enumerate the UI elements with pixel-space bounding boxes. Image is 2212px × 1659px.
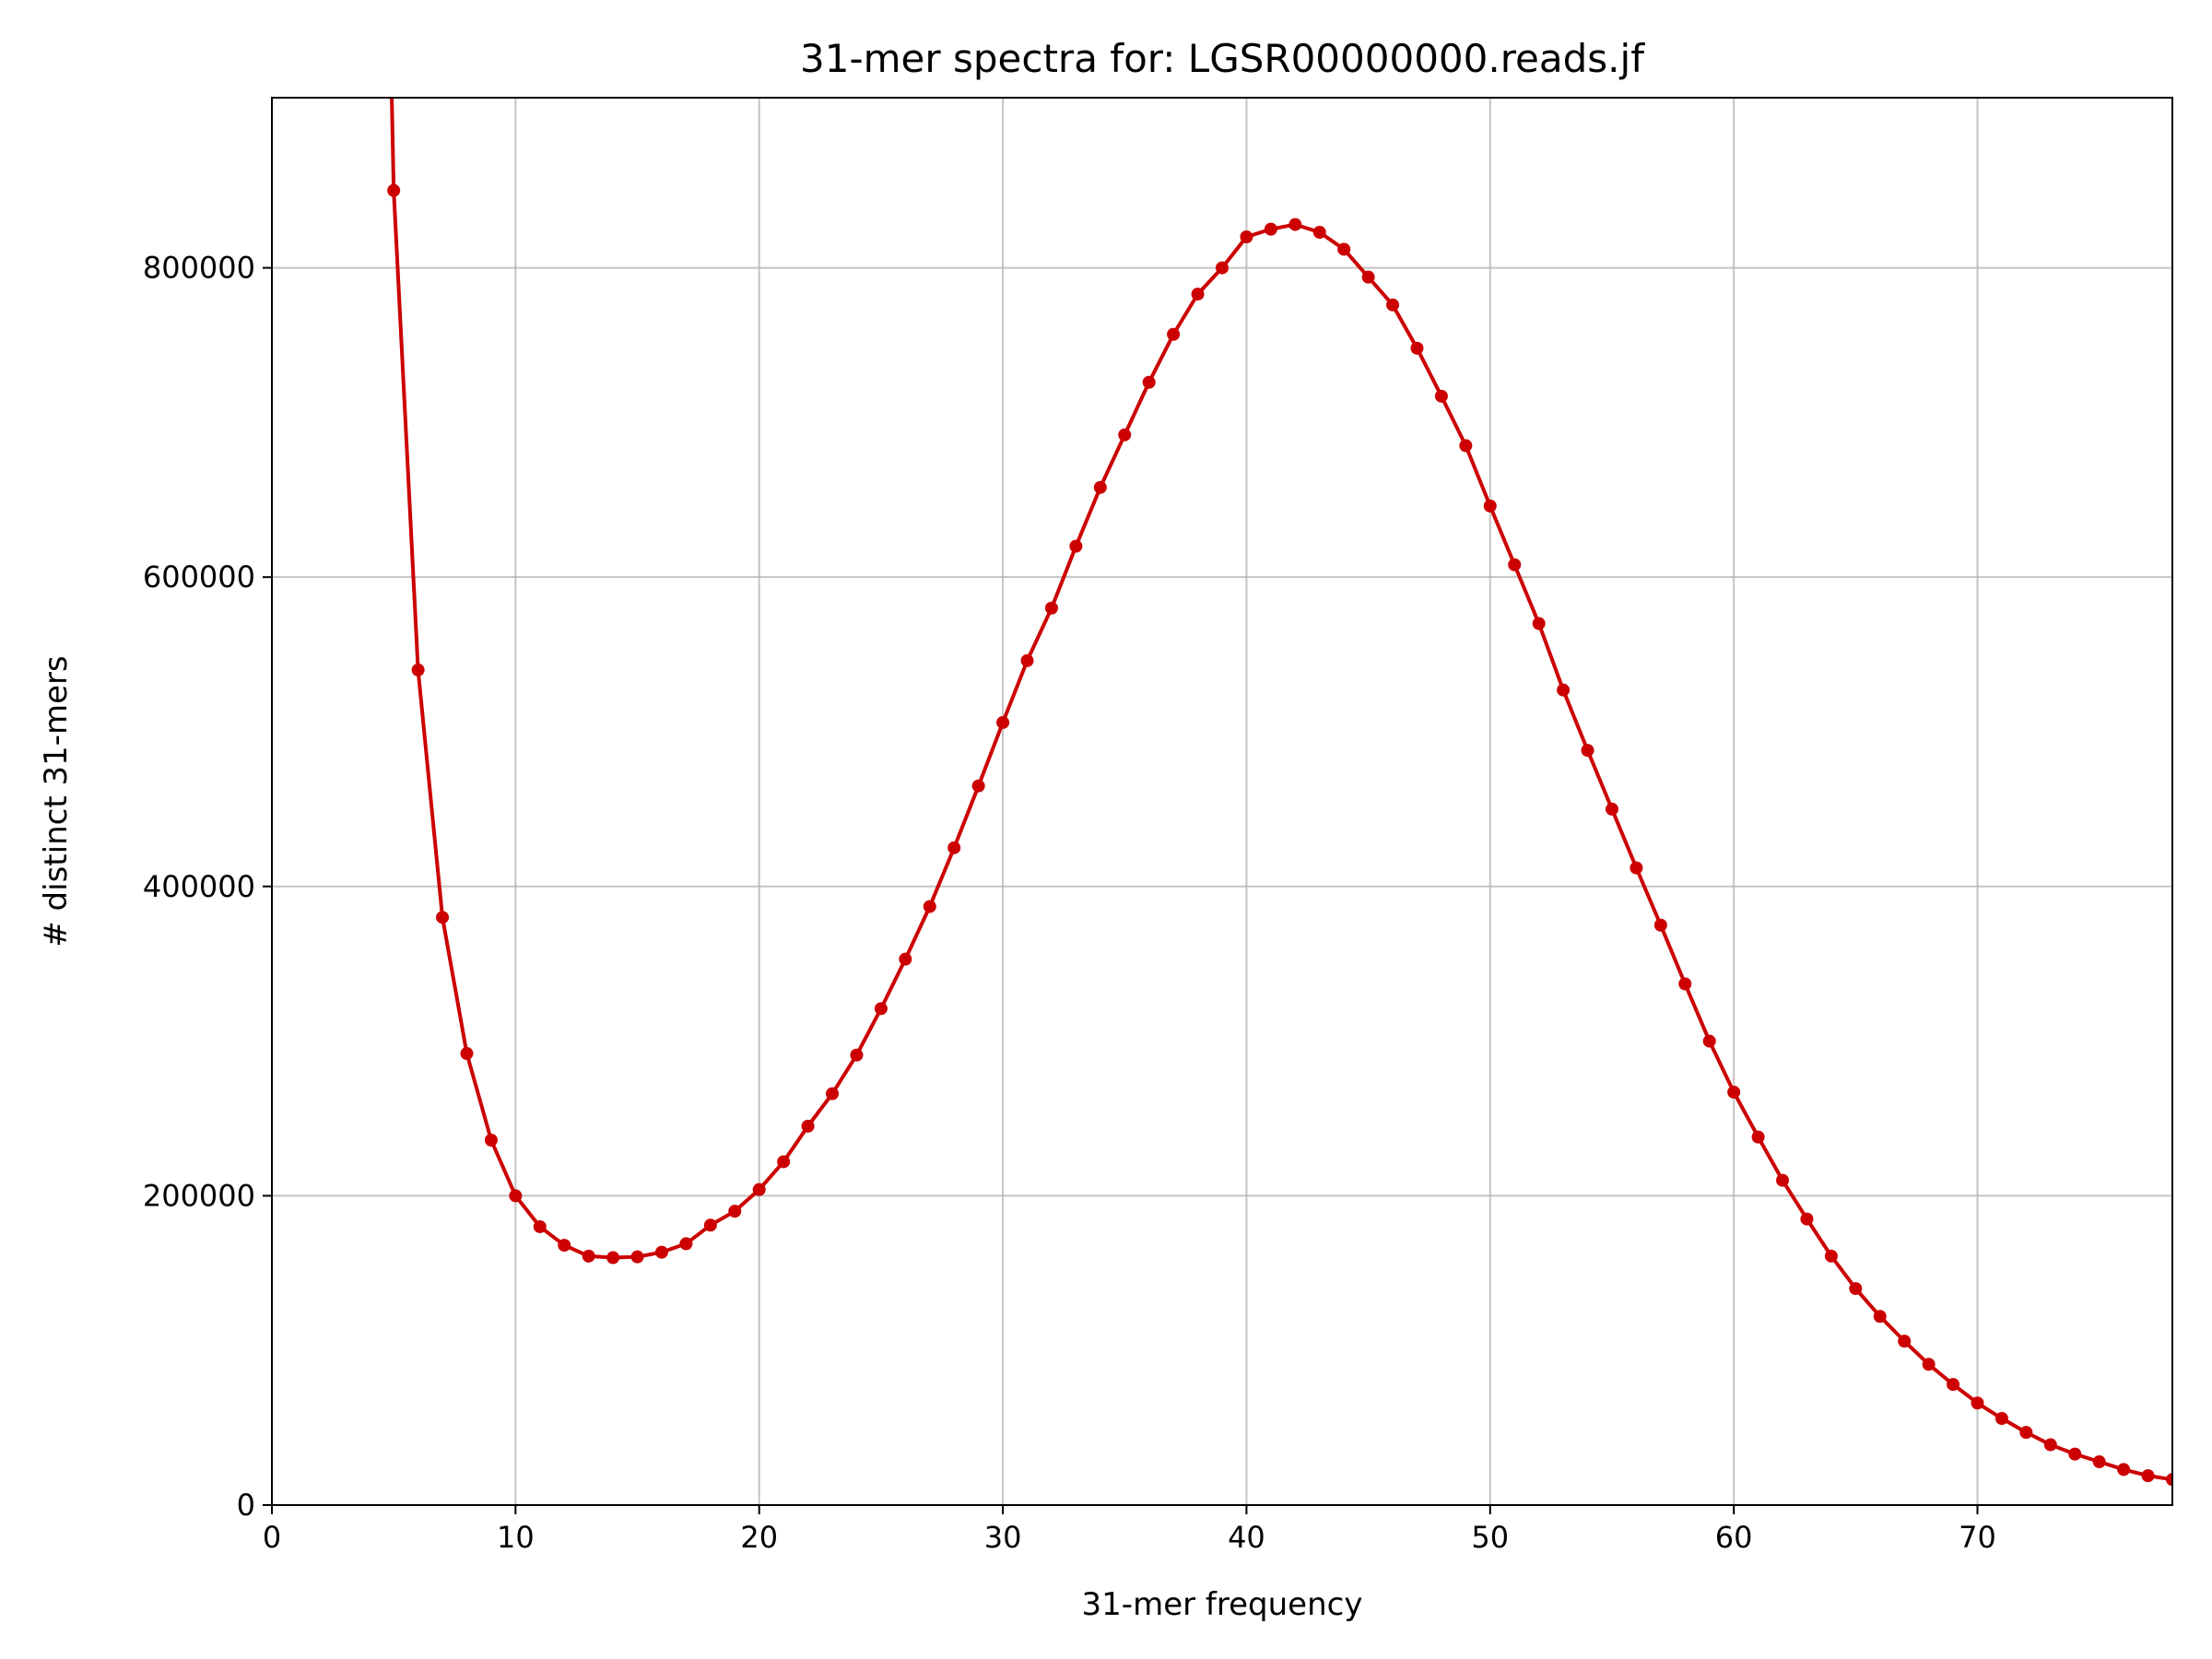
data-point: [1434, 389, 1448, 403]
data-point: [436, 911, 450, 924]
data-point: [2092, 1455, 2106, 1469]
data-point: [777, 1155, 791, 1169]
data-point: [1702, 1034, 1716, 1048]
x-tick-label: 40: [1228, 1520, 1265, 1555]
x-tick-label: 20: [740, 1520, 778, 1555]
y-tick-label: 200000: [143, 1178, 255, 1213]
data-point: [1044, 601, 1058, 615]
data-point: [1605, 802, 1618, 816]
x-axis-label: 31-mer frequency: [1082, 1586, 1363, 1623]
data-point: [411, 663, 425, 677]
data-point: [606, 1251, 620, 1265]
data-point: [2068, 1447, 2082, 1461]
data-point: [1849, 1282, 1863, 1296]
data-point: [1459, 439, 1473, 453]
y-tick-label: 400000: [143, 869, 255, 904]
data-point: [1947, 1378, 1960, 1392]
data-point: [1264, 222, 1277, 236]
data-point: [1020, 653, 1034, 667]
data-point: [1312, 225, 1326, 239]
data-point: [1873, 1310, 1887, 1324]
data-point: [1800, 1212, 1814, 1226]
data-point: [630, 1250, 644, 1264]
data-point: [1994, 1412, 2008, 1426]
data-point: [558, 1239, 571, 1253]
data-point: [1971, 1396, 1984, 1410]
data-point: [801, 1119, 815, 1133]
data-point: [1142, 375, 1156, 389]
data-point: [1410, 341, 1424, 355]
y-tick-label: 600000: [143, 559, 255, 594]
data-point: [728, 1205, 742, 1218]
data-point: [947, 841, 961, 854]
data-point: [1653, 918, 1667, 932]
data-point: [484, 1133, 498, 1147]
data-point: [1361, 270, 1375, 284]
data-point: [1167, 327, 1181, 341]
y-tick-label: 0: [237, 1488, 255, 1523]
data-point: [2141, 1469, 2155, 1483]
data-point: [923, 900, 936, 913]
data-point: [2166, 1473, 2172, 1487]
data-point: [1824, 1249, 1838, 1263]
x-tick-label: 10: [497, 1520, 535, 1555]
data-point: [1240, 230, 1253, 244]
data-point: [1483, 500, 1497, 512]
data-point: [1216, 261, 1229, 275]
data-point: [654, 1245, 668, 1259]
data-point: [703, 1218, 717, 1232]
data-point: [826, 1087, 840, 1100]
data-point: [460, 1047, 474, 1061]
axes-frame: [271, 97, 2173, 1506]
data-point: [1581, 744, 1594, 758]
data-point: [2019, 1426, 2033, 1440]
data-point: [1898, 1335, 1912, 1348]
data-point: [899, 952, 912, 966]
y-axis-label: # distinct 31-mers: [38, 655, 75, 947]
data-point: [874, 1002, 888, 1016]
data-point: [1118, 428, 1132, 441]
data-point: [1557, 683, 1571, 697]
data-point: [1288, 218, 1302, 231]
data-point: [2043, 1438, 2057, 1452]
x-tick-label: 0: [263, 1520, 281, 1555]
ticks: 0 10 20 30 40 50 60 70 0 200000 400000 600000 800000: [143, 251, 1996, 1555]
grid: [272, 98, 2172, 1505]
x-tick-label: 50: [1471, 1520, 1509, 1555]
data-point: [1630, 861, 1643, 875]
data-point: [533, 1219, 547, 1233]
data-point: [1776, 1173, 1790, 1187]
data-point: [752, 1182, 766, 1196]
data-point: [1337, 242, 1351, 256]
data-point: [509, 1189, 523, 1203]
data-point: [1191, 288, 1205, 301]
data-point: [971, 779, 985, 793]
data-point: [996, 715, 1010, 729]
data-point: [582, 1249, 595, 1263]
data-point: [679, 1237, 693, 1251]
data-point: [1751, 1130, 1765, 1144]
data-point: [2117, 1463, 2131, 1477]
data-point: [1069, 539, 1083, 553]
x-tick-label: 70: [1959, 1520, 1996, 1555]
x-tick-label: 30: [984, 1520, 1022, 1555]
plot-data: [387, 98, 2172, 1487]
data-point: [1093, 480, 1107, 494]
data-point: [1678, 977, 1692, 991]
y-tick-label: 800000: [143, 251, 255, 286]
data-point: [1386, 298, 1400, 312]
x-tick-label: 60: [1715, 1520, 1753, 1555]
data-point: [1532, 617, 1546, 630]
data-point: [850, 1048, 864, 1062]
data-point: [1508, 558, 1522, 571]
data-point: [1727, 1085, 1741, 1099]
data-point: [387, 183, 401, 197]
chart-title: 31-mer spectra for: LGSR00000000.reads.j…: [800, 36, 1645, 81]
data-point: [1922, 1358, 1936, 1371]
